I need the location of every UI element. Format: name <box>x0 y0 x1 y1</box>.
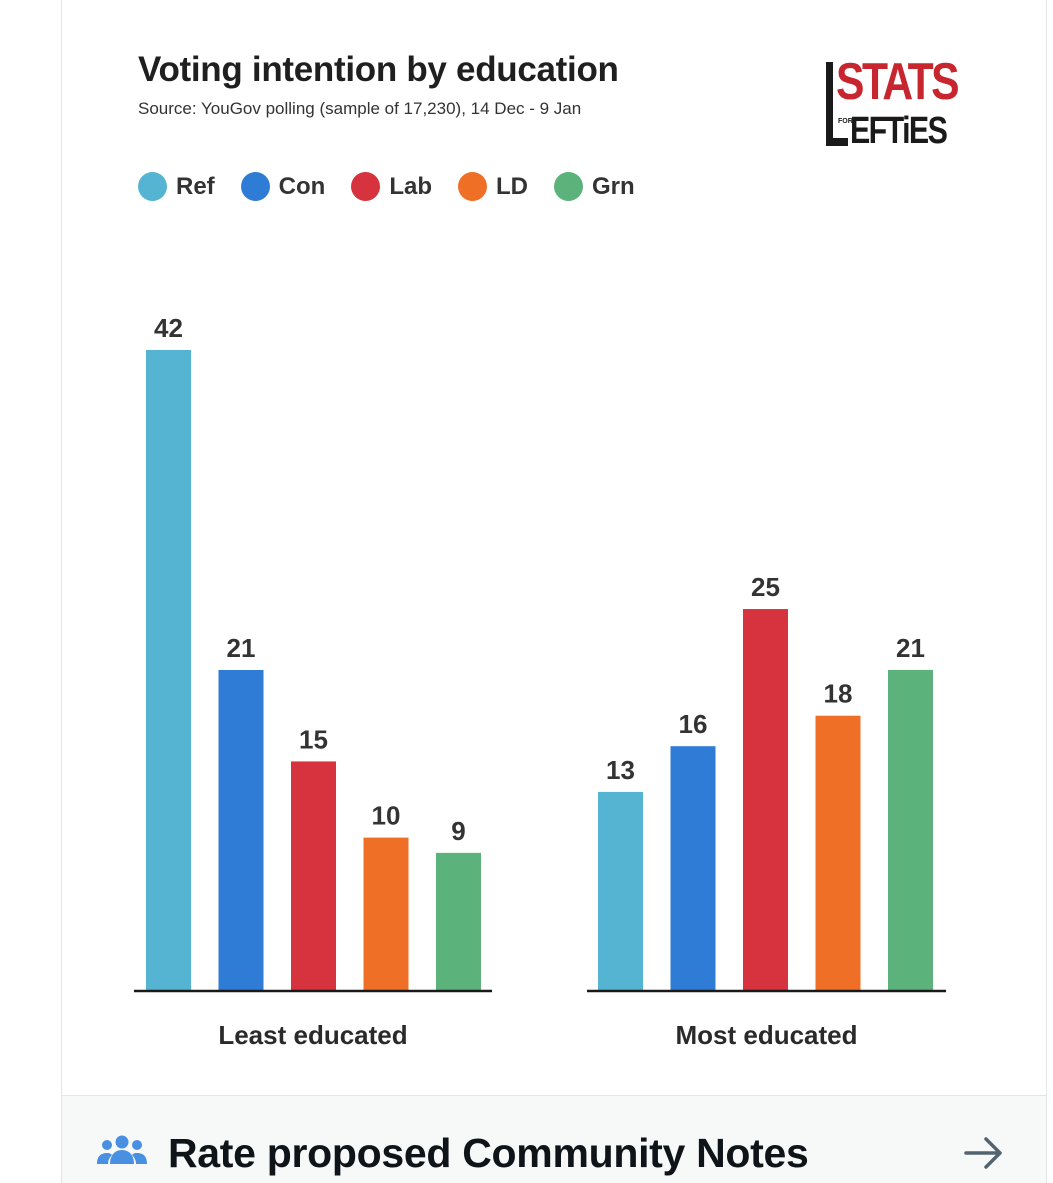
chart-subtitle: Source: YouGov polling (sample of 17,230… <box>138 99 582 118</box>
logo-l-foot <box>826 138 848 146</box>
legend-swatch-lab <box>351 172 381 201</box>
data-label-lab-most: 25 <box>751 572 780 602</box>
logo-efties-text: EFTiES <box>850 110 948 152</box>
legend-item-grn: Grn <box>554 172 635 201</box>
stats-for-lefties-logo: STATS FOR EFTiES <box>826 53 960 152</box>
legend-swatch-ld <box>458 172 487 201</box>
legend-swatch-con <box>240 172 270 201</box>
community-notes-bar[interactable]: Rate proposed Community Notes <box>62 1095 1046 1183</box>
data-label-con-least: 21 <box>227 633 256 663</box>
legend-swatch-grn <box>554 172 583 201</box>
data-label-ld-most: 18 <box>824 679 853 709</box>
bar-ld-least <box>363 837 409 990</box>
chart-legend: Ref Con Lab LD Grn <box>138 172 661 201</box>
tweet-media-card: Voting intention by education Source: Yo… <box>61 0 1047 1183</box>
bar-grn-least <box>436 852 481 990</box>
logo-for-text: FOR <box>838 118 853 125</box>
legend-swatch-ref <box>138 172 167 201</box>
bar-grn-most <box>888 670 933 990</box>
data-label-ref-least: 42 <box>154 313 183 343</box>
bar-chart: 42 21 15 10 9 Least educated 13 16 25 18 21 Most ed… <box>134 313 946 1050</box>
legend-item-ref: Ref <box>138 172 215 201</box>
bar-ref-least <box>146 350 191 990</box>
legend-item-lab: Lab <box>351 172 432 201</box>
legend-label-grn: Grn <box>592 172 635 200</box>
bar-con-most <box>670 746 716 990</box>
arrow-right-icon[interactable] <box>964 1136 1004 1170</box>
logo-l-stem <box>826 62 833 146</box>
data-label-lab-least: 15 <box>299 724 328 754</box>
data-label-ld-least: 10 <box>372 801 401 831</box>
category-label-1: Most educated <box>675 1020 857 1050</box>
logo-stats-text: STATS <box>836 53 960 111</box>
data-label-ref-most: 13 <box>606 755 635 785</box>
data-label-con-most: 16 <box>679 709 708 739</box>
legend-label-ref: Ref <box>176 172 215 200</box>
chart-title: Voting intention by education <box>138 50 619 89</box>
legend-label-ld: LD <box>496 172 528 200</box>
bar-ref-most <box>598 791 643 990</box>
legend-item-con: Con <box>240 172 326 201</box>
bar-lab-most <box>743 609 788 990</box>
legend-label-con: Con <box>278 172 326 200</box>
category-label-0: Least educated <box>218 1020 407 1050</box>
people-icon <box>97 1135 147 1164</box>
data-label-grn-most: 21 <box>896 633 925 663</box>
community-notes-label[interactable]: Rate proposed Community Notes <box>168 1130 809 1176</box>
bar-ld-most <box>815 715 861 990</box>
legend-label-lab: Lab <box>389 172 432 200</box>
data-label-grn-least: 9 <box>451 816 465 846</box>
legend-item-ld: LD <box>458 172 528 201</box>
bar-con-least <box>218 670 264 990</box>
bar-lab-least <box>291 761 336 990</box>
